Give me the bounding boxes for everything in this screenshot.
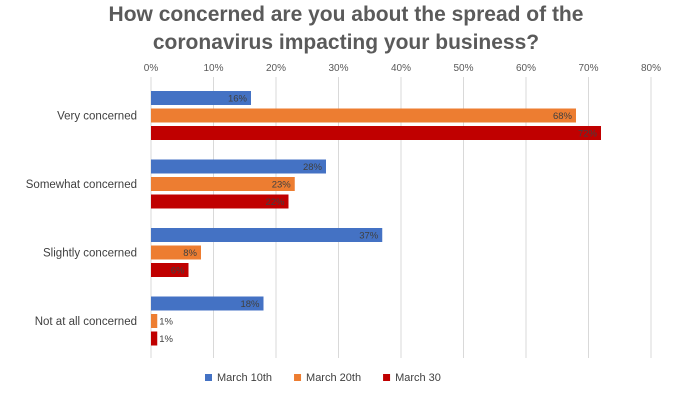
data-label: 18% (240, 299, 260, 310)
legend-label: March 10th (217, 372, 272, 384)
bar (151, 228, 383, 242)
legend: March 10th March 20th March 30 (205, 372, 441, 384)
category-label: Slightly concerned (43, 248, 137, 260)
x-tick-label: 0% (144, 63, 159, 74)
bar (151, 245, 201, 260)
data-label: 1% (159, 317, 173, 328)
x-tick-label: 20% (266, 63, 286, 74)
legend-swatch (205, 374, 212, 381)
chart-title-line-1: How concerned are you about the spread o… (109, 3, 584, 26)
bar (151, 314, 158, 328)
x-tick-label: 40% (391, 63, 411, 74)
bar (151, 126, 601, 140)
data-label: 68% (553, 111, 573, 122)
data-label: 23% (272, 180, 292, 191)
bar (151, 331, 158, 346)
x-tick-label: 80% (641, 63, 661, 74)
legend-label: March 20th (306, 372, 361, 384)
bar (151, 263, 189, 277)
bar (151, 296, 264, 311)
data-label: 22% (265, 197, 285, 208)
data-label: 6% (171, 266, 185, 277)
x-tick-label: 30% (328, 63, 348, 74)
category-labels: Very concerned Somewhat concerned Slightly… (26, 111, 137, 329)
bar (151, 91, 251, 105)
x-tick-label: 50% (453, 63, 473, 74)
x-axis-ticks: 0% 10% 20% 30% 40% 50% 60% 70% 80% (144, 63, 661, 74)
chart-title-line-2: coronavirus impacting your business? (153, 31, 539, 54)
gridlines (150, 77, 652, 358)
x-tick-label: 70% (578, 63, 598, 74)
data-labels: 16% 68% 72% 28% 23% 22% 37% 8% 6% 18% 1% 1% (159, 94, 597, 346)
data-label: 1% (159, 334, 173, 345)
legend-swatch (294, 374, 302, 381)
bar (151, 159, 326, 174)
category-label: Very concerned (57, 111, 137, 123)
category-label: Somewhat concerned (26, 179, 137, 191)
x-tick-label: 60% (516, 63, 536, 74)
bar (151, 194, 289, 209)
data-label: 8% (183, 248, 197, 259)
data-label: 72% (578, 129, 598, 140)
legend-swatch (383, 374, 391, 381)
bar (151, 108, 576, 123)
legend-label: March 30 (395, 372, 441, 384)
data-label: 28% (303, 162, 323, 173)
x-tick-label: 10% (203, 63, 223, 74)
bar (151, 177, 295, 191)
category-label: Not at all concerned (35, 316, 137, 328)
data-label: 37% (359, 231, 379, 242)
bars (151, 91, 601, 346)
data-label: 16% (228, 94, 248, 105)
